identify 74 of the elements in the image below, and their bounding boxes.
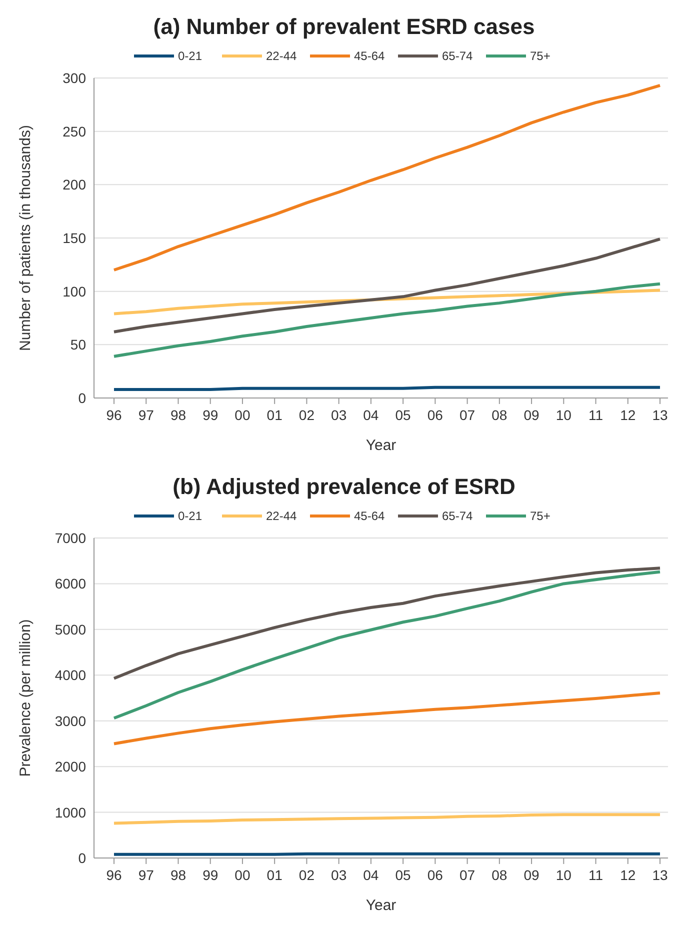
x-tick-label: 05: [395, 407, 412, 423]
x-tick-label: 03: [331, 867, 347, 883]
x-tick-label: 09: [524, 867, 540, 883]
y-tick-label: 0: [78, 390, 86, 406]
legend-label: 65-74: [442, 509, 474, 523]
x-tick-label: 12: [620, 407, 636, 423]
y-tick-label: 250: [62, 123, 86, 140]
chart-title: (a) Number of prevalent ESRD cases: [153, 14, 535, 39]
y-tick-label: 5000: [54, 621, 86, 638]
x-axis-title: Year: [366, 897, 396, 914]
x-tick-label: 07: [460, 867, 476, 883]
x-tick-label: 11: [588, 407, 604, 423]
legend-label: 75+: [530, 509, 550, 523]
legend-label: 0-21: [178, 509, 202, 523]
legend-label: 22-44: [266, 509, 298, 523]
legend-label: 65-74: [442, 49, 474, 63]
x-tick-label: 06: [427, 867, 444, 883]
x-tick-label: 08: [492, 867, 508, 883]
line-series: [112, 282, 662, 358]
y-tick-label: 4000: [54, 667, 86, 684]
line-series: [112, 813, 662, 825]
y-tick-label: 100: [62, 283, 86, 300]
legend-label: 0-21: [178, 49, 202, 63]
x-tick-label: 96: [106, 407, 122, 423]
y-tick-label: 6000: [54, 576, 86, 592]
x-tick-label: 99: [202, 407, 218, 423]
y-tick-label: 200: [62, 176, 86, 193]
x-tick-label: 10: [556, 867, 572, 883]
chart-title: (b) Adjusted prevalence of ESRD: [172, 474, 516, 499]
x-tick-label: 99: [202, 867, 218, 883]
x-tick-label: 08: [492, 407, 508, 423]
x-tick-label: 02: [298, 407, 315, 423]
x-tick-label: 00: [234, 867, 250, 883]
x-tick-label: 98: [170, 867, 186, 883]
y-tick-label: 150: [62, 230, 86, 246]
x-tick-label: 13: [652, 867, 668, 883]
y-tick-label: 3000: [54, 712, 86, 729]
x-tick-label: 04: [363, 407, 379, 423]
x-tick-label: 13: [652, 407, 668, 423]
x-tick-label: 98: [170, 407, 186, 423]
x-tick-label: 09: [524, 407, 540, 423]
x-axis-title: Year: [366, 437, 396, 454]
y-tick-label: 50: [70, 336, 86, 353]
x-tick-label: 97: [138, 407, 154, 423]
x-tick-label: 07: [460, 407, 476, 423]
x-tick-label: 01: [266, 407, 283, 423]
y-axis-title: Prevalence (per million): [17, 619, 34, 777]
legend-label: 45-64: [354, 49, 386, 63]
x-tick-label: 03: [331, 407, 347, 423]
y-tick-label: 1000: [54, 804, 86, 820]
line-series: [112, 84, 662, 272]
x-tick-label: 04: [363, 867, 379, 883]
x-tick-label: 06: [427, 407, 444, 423]
x-tick-label: 02: [298, 867, 315, 883]
y-tick-label: 7000: [54, 530, 86, 546]
x-tick-label: 97: [138, 867, 154, 883]
line-series: [112, 566, 662, 680]
legend-label: 75+: [530, 49, 550, 63]
line-series: [112, 238, 662, 334]
x-tick-label: 01: [266, 867, 283, 883]
y-tick-label: 2000: [54, 758, 86, 775]
legend-label: 22-44: [266, 49, 298, 63]
x-tick-label: 96: [106, 867, 122, 883]
x-tick-label: 10: [556, 407, 572, 423]
y-tick-label: 300: [62, 70, 86, 86]
line-series: [112, 570, 662, 720]
x-tick-label: 11: [588, 867, 604, 883]
y-axis-title: Number of patients (in thousands): [17, 125, 34, 351]
x-tick-label: 12: [620, 867, 636, 883]
y-tick-label: 0: [78, 850, 86, 866]
legend-label: 45-64: [354, 509, 386, 523]
x-tick-label: 05: [395, 867, 412, 883]
x-tick-label: 00: [234, 407, 250, 423]
line-series: [112, 691, 662, 746]
